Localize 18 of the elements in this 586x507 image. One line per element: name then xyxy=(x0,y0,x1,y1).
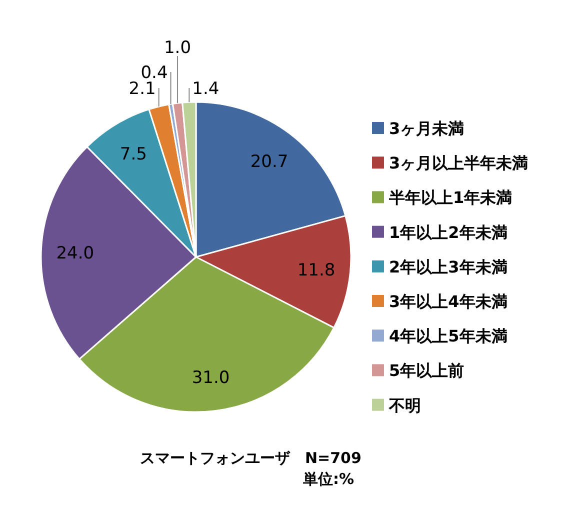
legend-label: 2年以上3年未満 xyxy=(389,257,508,276)
text: スマートフォンユーザ N=709 xyxy=(140,449,362,467)
data-label: 11.8 xyxy=(297,260,336,280)
legend-label: 5年以上前 xyxy=(389,361,464,380)
data-label: 1.4 xyxy=(192,79,220,99)
data-label: 7.5 xyxy=(120,144,147,165)
data-label: 20.7 xyxy=(250,152,288,172)
legend-label: 不明 xyxy=(388,396,421,415)
legend-label: 4年以上5年未満 xyxy=(389,326,508,346)
legend-label: 半年以上1年未満 xyxy=(388,188,512,208)
text: 単位:% xyxy=(302,470,354,488)
legend-label: 3ヶ月未満 xyxy=(389,119,464,138)
legend-label: 3ヶ月以上半年未満 xyxy=(389,154,528,173)
data-label: 31.0 xyxy=(192,368,230,388)
legend-label: 1年以上2年未満 xyxy=(389,222,508,242)
legend-label: 3年以上4年未満 xyxy=(389,292,508,311)
data-label: 1.0 xyxy=(164,38,192,58)
data-label: 24.0 xyxy=(56,244,94,264)
